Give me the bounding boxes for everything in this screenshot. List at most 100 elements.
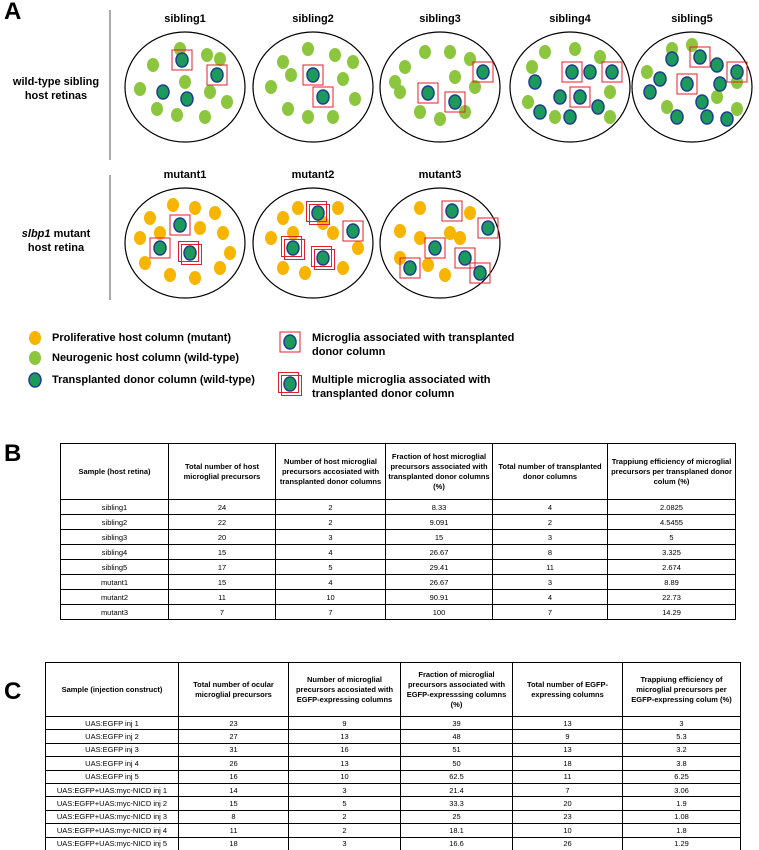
table-row: sibling1 24 2 8.33 4 2.0825	[60, 499, 736, 515]
table-cell: 3	[622, 715, 741, 731]
microglia-box	[454, 247, 476, 269]
donor-column	[286, 240, 300, 256]
microglia-box	[314, 249, 335, 270]
donor-column	[283, 334, 297, 350]
table-cell: 7	[512, 782, 623, 798]
legend-text: Transplanted donor column (wild-type)	[52, 374, 255, 386]
donor-column	[283, 376, 297, 392]
table-cell: sibling5	[60, 559, 169, 575]
donor-column	[175, 52, 189, 68]
donor-column	[693, 49, 707, 65]
table-cell: 20	[512, 796, 623, 811]
proliferative-column	[189, 271, 201, 285]
table-cell: 2	[275, 499, 386, 515]
retina	[252, 187, 374, 299]
header-cell: Total number of transplanted donor colum…	[492, 443, 608, 500]
donor-column	[28, 372, 42, 388]
microglia-box	[676, 73, 698, 95]
microglia-box	[281, 236, 302, 257]
donor-column	[311, 205, 325, 221]
table-cell: 90.91	[385, 589, 493, 605]
microglia-box	[169, 214, 191, 236]
table-cell: 3.8	[622, 756, 741, 771]
neurogenic-column	[731, 102, 743, 116]
neurogenic-column	[641, 65, 653, 79]
retina-title: sibling3	[419, 13, 461, 25]
donor-column	[403, 260, 417, 276]
table-cell: 27	[178, 729, 289, 744]
donor-column	[573, 89, 587, 105]
neurogenic-column	[147, 58, 159, 72]
table-cell: 50	[400, 756, 513, 771]
panel-a-art: sibling1 sibling2 sibling3 sibling4 sibling5…	[28, 10, 753, 396]
neurogenic-column	[464, 52, 476, 66]
table-row: UAS:EGFP+UAS:myc-NICD inj 5 18 3 16.6 26 1.29	[45, 836, 741, 850]
table-cell: 11	[178, 823, 289, 838]
proliferative-column	[209, 206, 221, 220]
table-cell: UAS:EGFP inj 2	[45, 729, 179, 744]
proliferative-column	[217, 226, 229, 240]
row-label: wild-type sibling host retinas	[6, 75, 106, 103]
neurogenic-column	[134, 82, 146, 96]
table-row: mutant2 11 10 90.91 4 22.73	[60, 589, 736, 605]
table-cell: 4	[275, 544, 386, 560]
microglia-box	[302, 64, 324, 86]
neurogenic-column	[449, 70, 461, 84]
table-cell: 4.5455	[607, 514, 736, 530]
retina	[124, 187, 246, 299]
table-cell: 1.9	[622, 796, 741, 811]
table-cell: 10	[288, 769, 401, 784]
retina	[379, 187, 501, 299]
row-label-line: wild-type sibling	[12, 76, 100, 88]
donor-column	[210, 67, 224, 83]
retina-title: mutant1	[164, 169, 207, 181]
data-table: Sample (injection construct) Total number…	[45, 662, 741, 850]
table-row: UAS:EGFP inj 1 23 9 39 13 3	[45, 715, 741, 731]
proliferative-column	[337, 261, 349, 275]
table-cell: 18.1	[400, 823, 513, 838]
neurogenic-column	[349, 92, 361, 106]
microglia-box	[309, 204, 330, 225]
data-table: Sample (host retina) Total number of host…	[60, 443, 736, 620]
proliferative-column	[292, 201, 304, 215]
table-cell: 26.67	[385, 574, 493, 590]
neurogenic-column	[347, 55, 359, 69]
retina-title: sibling4	[549, 13, 591, 25]
header-cell: Total number of host microglial precurso…	[168, 443, 276, 500]
donor-column	[445, 203, 459, 219]
table-cell: UAS:EGFP+UAS:myc-NICD inj 5	[45, 836, 179, 850]
microglia-box	[477, 217, 499, 239]
table-cell: 100	[385, 604, 493, 620]
neurogenic-column	[594, 50, 606, 64]
neurogenic-column	[539, 45, 551, 59]
proliferative-column	[154, 226, 166, 240]
donor-column	[605, 64, 619, 80]
retina-title: sibling1	[164, 13, 206, 25]
microglia-box	[424, 237, 446, 259]
neurogenic-column	[419, 45, 431, 59]
table-cell: 3	[492, 574, 608, 590]
table-cell: 11	[168, 589, 276, 605]
table-cell: 10	[275, 589, 386, 605]
neurogenic-column	[434, 112, 446, 126]
table-cell: 16	[178, 769, 289, 784]
neurogenic-column	[214, 52, 226, 66]
header-cell: Fraction of microglial precursors associ…	[400, 662, 513, 717]
donor-column	[670, 109, 684, 125]
neurogenic-column	[389, 75, 401, 89]
table-cell: 15	[385, 529, 493, 545]
proliferative-column	[139, 256, 151, 270]
table-cell: 23	[512, 809, 623, 825]
proliferative-column	[352, 241, 364, 255]
donor-column	[476, 64, 490, 80]
donor-column	[533, 104, 547, 120]
neurogenic-column	[686, 38, 698, 52]
table-row: UAS:EGFP+UAS:myc-NICD inj 1 14 3 21.4 7 3.06	[45, 782, 741, 798]
table-cell: 3.2	[622, 742, 741, 758]
table-cell: 3.06	[622, 782, 741, 798]
legend-text: Multiple microglia associated with trans…	[312, 374, 491, 400]
proliferative-column	[144, 211, 156, 225]
row-label-line: host retina	[27, 242, 85, 254]
proliferative-column	[214, 261, 226, 275]
table-cell: 1.29	[622, 836, 741, 850]
